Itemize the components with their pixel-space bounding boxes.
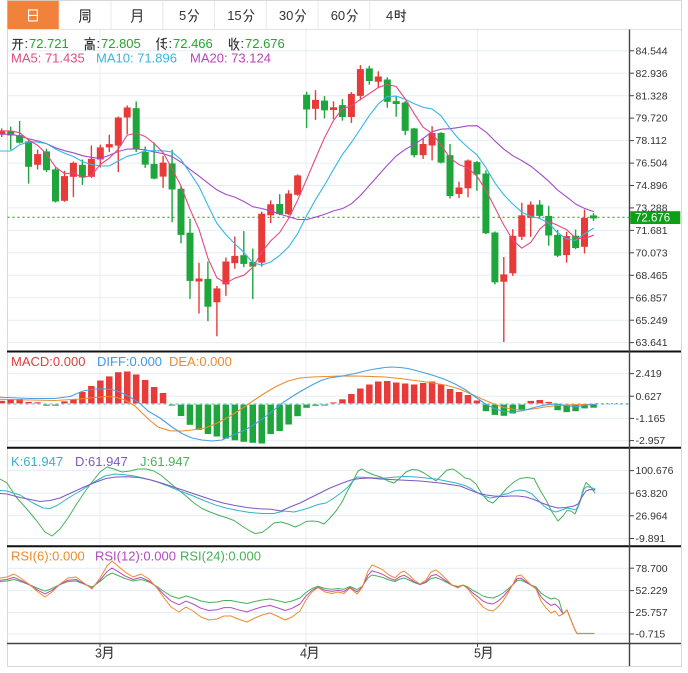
svg-text:15: 15: [227, 8, 241, 23]
svg-text:D:61.947: D:61.947: [75, 454, 128, 469]
svg-text:82.936: 82.936: [636, 68, 668, 80]
svg-text:4: 4: [386, 8, 393, 23]
svg-text:-1.165: -1.165: [636, 413, 666, 425]
svg-text:RSI(12):0.000: RSI(12):0.000: [95, 549, 176, 564]
svg-text:84.544: 84.544: [636, 45, 668, 57]
svg-text:4: 4: [300, 647, 307, 661]
svg-text:-0.715: -0.715: [636, 629, 666, 641]
svg-text:63.641: 63.641: [636, 337, 668, 349]
svg-text:81.328: 81.328: [636, 90, 668, 102]
svg-text:72.676: 72.676: [245, 36, 285, 51]
svg-text::: :: [241, 36, 245, 51]
svg-text:-2.957: -2.957: [636, 435, 666, 447]
svg-text:76.504: 76.504: [636, 158, 668, 170]
svg-text:MA20: 73.124: MA20: 73.124: [190, 51, 271, 66]
svg-text:-9.891: -9.891: [636, 533, 666, 545]
svg-text:DEA:0.000: DEA:0.000: [169, 354, 232, 369]
svg-text:3: 3: [95, 647, 102, 661]
svg-text:73.288: 73.288: [636, 203, 668, 215]
svg-text:MA10: 71.896: MA10: 71.896: [96, 51, 177, 66]
svg-text:65.249: 65.249: [636, 315, 668, 327]
svg-text:52.229: 52.229: [636, 585, 668, 597]
svg-text::: :: [25, 36, 29, 51]
svg-text:66.857: 66.857: [636, 292, 668, 304]
svg-text:68.465: 68.465: [636, 270, 668, 282]
svg-text:70.073: 70.073: [636, 247, 668, 259]
svg-text:5: 5: [179, 8, 186, 23]
svg-text:30: 30: [279, 8, 293, 23]
svg-text:0.627: 0.627: [636, 391, 662, 403]
svg-text:K:61.947: K:61.947: [11, 454, 63, 469]
svg-text:63.820: 63.820: [636, 488, 668, 500]
svg-text:DIFF:0.000: DIFF:0.000: [97, 354, 162, 369]
svg-text::: :: [169, 36, 173, 51]
svg-text:72.676: 72.676: [635, 212, 670, 224]
svg-text:J:61.947: J:61.947: [140, 454, 190, 469]
svg-text:RSI(6):0.000: RSI(6):0.000: [11, 549, 85, 564]
svg-text:26.964: 26.964: [636, 510, 668, 522]
svg-text:72.466: 72.466: [173, 36, 213, 51]
svg-text:72.805: 72.805: [101, 36, 141, 51]
svg-text:100.676: 100.676: [636, 465, 674, 477]
svg-text:78.112: 78.112: [636, 135, 667, 147]
svg-text:74.896: 74.896: [636, 180, 668, 192]
svg-text:2.419: 2.419: [636, 368, 662, 380]
svg-text:78.700: 78.700: [636, 563, 668, 575]
svg-text:MACD:0.000: MACD:0.000: [11, 354, 85, 369]
svg-text:79.720: 79.720: [636, 113, 668, 125]
svg-text:RSI(24):0.000: RSI(24):0.000: [180, 549, 261, 564]
svg-text:71.681: 71.681: [636, 225, 668, 237]
svg-text:MA5: 71.435: MA5: 71.435: [11, 51, 85, 66]
svg-text:5: 5: [474, 647, 481, 661]
svg-text:25.757: 25.757: [636, 607, 668, 619]
svg-text:72.721: 72.721: [29, 36, 69, 51]
svg-text:60: 60: [331, 8, 345, 23]
svg-text::: :: [97, 36, 101, 51]
